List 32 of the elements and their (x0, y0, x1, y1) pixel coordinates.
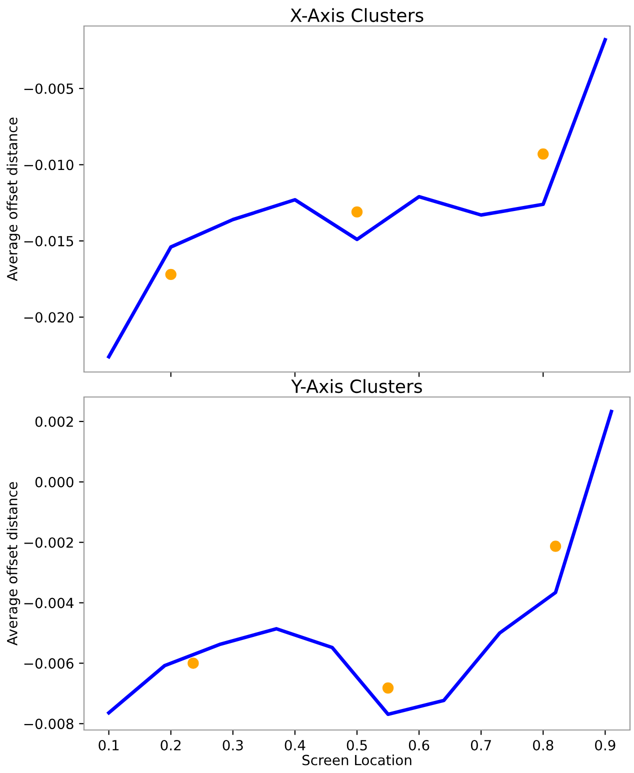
y-tick-label: −0.015 (24, 236, 74, 246)
x-tick-label: 0.7 (470, 740, 491, 750)
y-tick-label: −0.010 (24, 160, 74, 170)
point (382, 682, 394, 694)
chart-title: X-Axis Clusters (290, 8, 424, 22)
y-axis-title: Average offset distance (6, 118, 20, 281)
chart-title: Y-Axis Clusters (291, 379, 422, 394)
y-tick-label: −0.020 (24, 312, 74, 323)
x-tick-label: 0.5 (346, 740, 367, 750)
line-series (107, 38, 607, 358)
y-tick-label: −0.004 (24, 598, 74, 608)
x-tick-label: 0.3 (222, 740, 243, 750)
point (165, 268, 176, 280)
point (550, 540, 562, 552)
y-tick-label: 0.000 (35, 476, 74, 488)
x-tick-label: 0.8 (533, 740, 554, 750)
y-tick-label: −0.005 (24, 83, 74, 94)
point (188, 658, 199, 669)
point (538, 148, 549, 160)
y-axis-title: Average offset distance (6, 482, 20, 646)
y-tick-label: −0.002 (24, 537, 73, 548)
y-tick-label: −0.008 (24, 718, 74, 730)
x-tick-label: 0.6 (408, 740, 430, 750)
y-tick-label: −0.006 (24, 658, 74, 669)
point (351, 206, 363, 218)
x-tick-label: 0.1 (98, 740, 119, 750)
x-axis-title: Screen Location (302, 754, 412, 766)
y-tick-label: 0.002 (35, 416, 73, 427)
line-series (107, 410, 614, 716)
x-tick-label: 0.2 (160, 740, 181, 750)
x-tick-label: 0.9 (595, 740, 616, 750)
x-tick-label: 0.4 (284, 740, 306, 750)
